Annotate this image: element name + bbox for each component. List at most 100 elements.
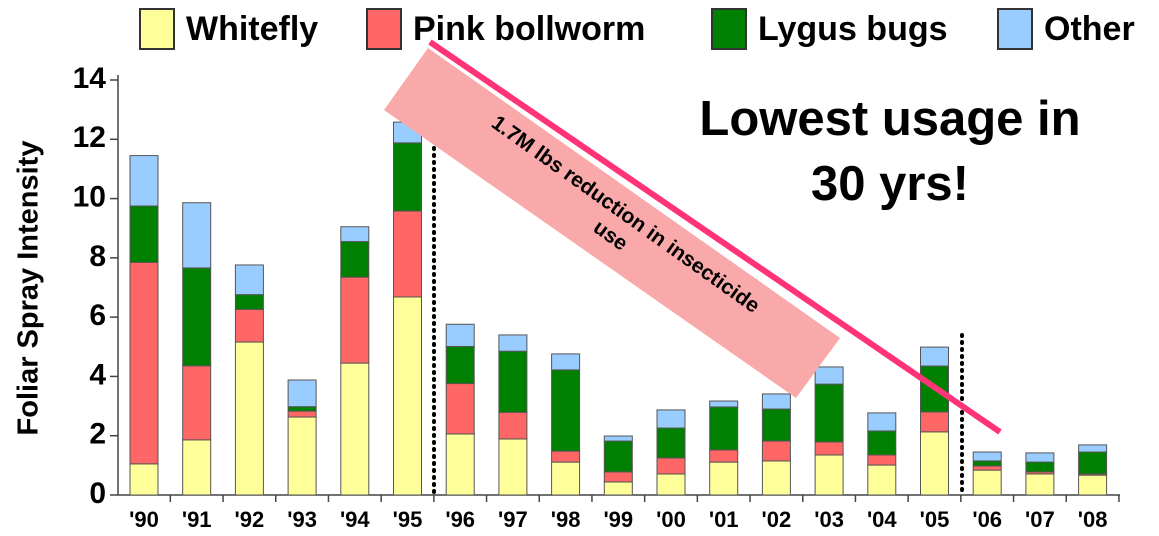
bar-segment (603, 435, 633, 442)
x-tick-label: '06 (972, 507, 1002, 532)
headline: 30 yrs! (811, 157, 969, 211)
x-tick-label: '03 (814, 507, 844, 532)
legend-swatch (711, 8, 747, 50)
bar-segment (234, 341, 264, 496)
bar-segment (761, 408, 791, 442)
bar-segment (867, 412, 897, 432)
y-tick-label: 10 (73, 180, 106, 213)
bar-segment (709, 406, 739, 451)
bar-segment (603, 481, 633, 496)
bar-segment (814, 366, 844, 385)
bar-segment (182, 365, 212, 441)
y-axis-label: Foliar Spray Intensity (13, 141, 45, 436)
bar-segment (445, 345, 475, 385)
bar-segment (182, 202, 212, 269)
bar-segment (972, 469, 1002, 496)
bar-segment (287, 416, 317, 496)
headline: Lowest usage in (699, 92, 1080, 146)
bar-segment (129, 205, 159, 263)
legend-label: Other (1044, 10, 1135, 48)
bar-segment (234, 294, 264, 310)
x-tick-label: '04 (867, 507, 897, 532)
x-tick-label: '91 (182, 507, 212, 532)
bar-segment (972, 460, 1002, 467)
bar-segment (1078, 444, 1108, 453)
bar-segment (551, 353, 581, 371)
bar-segment (498, 334, 528, 352)
bar-segment (1025, 461, 1055, 473)
bar-segment (445, 433, 475, 496)
bar-segment (287, 379, 317, 408)
bar-segment (129, 261, 159, 465)
x-tick-label: '07 (1025, 507, 1055, 532)
bar-segment (656, 409, 686, 429)
x-tick-label: '97 (498, 507, 528, 532)
bar-segment (1025, 452, 1055, 463)
legend-label: Whitefly (186, 10, 318, 48)
bar-segment (603, 471, 633, 483)
bar-segment (709, 461, 739, 496)
bar-segment (129, 463, 159, 496)
bar-segment (761, 440, 791, 462)
bar-segment (287, 406, 317, 412)
y-tick-label: 2 (89, 418, 106, 451)
x-tick-label: '01 (709, 507, 739, 532)
x-tick-label: '95 (393, 507, 423, 532)
bar-segment (551, 461, 581, 496)
x-tick-label: '08 (1078, 507, 1108, 532)
bar-segment (656, 473, 686, 496)
legend-swatch (366, 8, 402, 50)
bar-segment (551, 369, 581, 452)
bar-segment (393, 210, 422, 298)
y-tick-label: 14 (73, 62, 107, 95)
bar-segment (551, 450, 581, 463)
y-tick-label: 8 (89, 240, 106, 273)
bar-segment (287, 410, 317, 418)
bar-segment (920, 411, 949, 433)
bar-segment (340, 241, 370, 278)
bar-segment (920, 346, 949, 367)
bar-segment (656, 427, 686, 459)
legend-label: Lygus bugs (758, 10, 948, 48)
bar-segment (498, 411, 528, 440)
bar-segment (867, 454, 897, 466)
y-tick-label: 12 (73, 121, 106, 154)
bar-segment (340, 362, 370, 496)
bar-segment (1078, 451, 1108, 475)
bar-segment (182, 267, 212, 367)
bar-segment (761, 460, 791, 496)
bar-segment (603, 440, 633, 473)
bar-segment (234, 308, 264, 343)
bar-segment (814, 441, 844, 456)
bar-segment (814, 454, 844, 496)
legend-label: Pink bollworm (413, 10, 645, 48)
bar-segment (498, 438, 528, 496)
y-tick-label: 6 (89, 299, 106, 332)
bar-segment (393, 296, 422, 496)
bar-segment (920, 431, 949, 496)
bar-segment (445, 383, 475, 435)
trend-line (428, 39, 1002, 435)
bar-segment (972, 465, 1002, 471)
y-tick-label: 4 (89, 358, 106, 391)
x-tick-label: '00 (656, 507, 686, 532)
bar-segment (867, 464, 897, 496)
x-tick-label: '90 (129, 507, 159, 532)
bar-segment (972, 451, 1002, 462)
bar-segment (761, 393, 791, 410)
x-tick-label: '93 (287, 507, 317, 532)
bar-segment (129, 155, 159, 207)
bar-segment (709, 449, 739, 463)
x-tick-label: '96 (445, 507, 475, 532)
legend-swatch (139, 8, 175, 50)
bar-segment (182, 439, 212, 496)
bar-segment (814, 383, 844, 443)
bar-segment (445, 323, 475, 347)
y-tick-label: 0 (89, 477, 106, 510)
bar-segment (340, 226, 370, 243)
x-tick-label: '92 (235, 507, 265, 532)
bar-segment (1078, 474, 1108, 496)
bar-segment (393, 142, 422, 212)
